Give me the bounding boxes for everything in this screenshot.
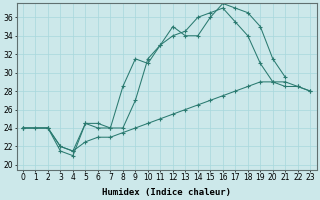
X-axis label: Humidex (Indice chaleur): Humidex (Indice chaleur): [102, 188, 231, 197]
